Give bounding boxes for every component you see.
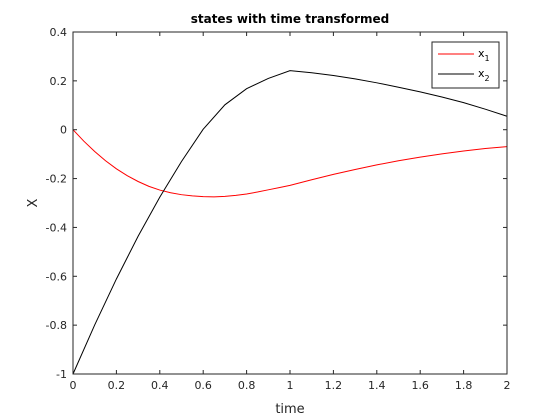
legend-subscript: 1	[485, 54, 490, 63]
y-tick-label: -0.8	[46, 319, 67, 332]
legend-name: x	[478, 67, 485, 80]
y-tick-label: 0.4	[50, 26, 68, 39]
series-line-x2	[72, 70, 508, 375]
y-tick-label: -0.2	[46, 173, 67, 186]
x-tick-label: 1.4	[368, 379, 386, 392]
x-tick-label: 0	[70, 379, 77, 392]
x-tick-label: 1.8	[455, 379, 473, 392]
y-tick-label: -0.6	[46, 270, 67, 283]
y-tick-label: 0	[60, 124, 67, 137]
y-tick-label: 0.2	[50, 75, 68, 88]
legend-name: x	[478, 47, 485, 60]
legend-box	[431, 41, 500, 89]
x-tick-label: 0.6	[194, 379, 212, 392]
y-tick-label: -1	[56, 368, 67, 381]
x-tick-label: 1.6	[411, 379, 429, 392]
x-tick-label: 0.8	[238, 379, 256, 392]
series-line-x1	[72, 129, 508, 198]
x-tick-label: 1.2	[325, 379, 343, 392]
plot-area	[73, 32, 507, 374]
legend-entry-label: x2	[478, 67, 490, 83]
x-tick-label: 1	[287, 379, 294, 392]
y-tick-label: -0.4	[46, 221, 67, 234]
x-tick-label: 2	[504, 379, 511, 392]
legend-entry-label: x1	[478, 47, 490, 63]
chart-title: states with time transformed	[191, 12, 390, 26]
x-axis-label: time	[275, 402, 304, 417]
y-axis-label: X	[26, 198, 41, 207]
x-tick-label: 0.2	[108, 379, 126, 392]
x-tick-label: 0.4	[151, 379, 169, 392]
legend-subscript: 2	[485, 74, 490, 83]
